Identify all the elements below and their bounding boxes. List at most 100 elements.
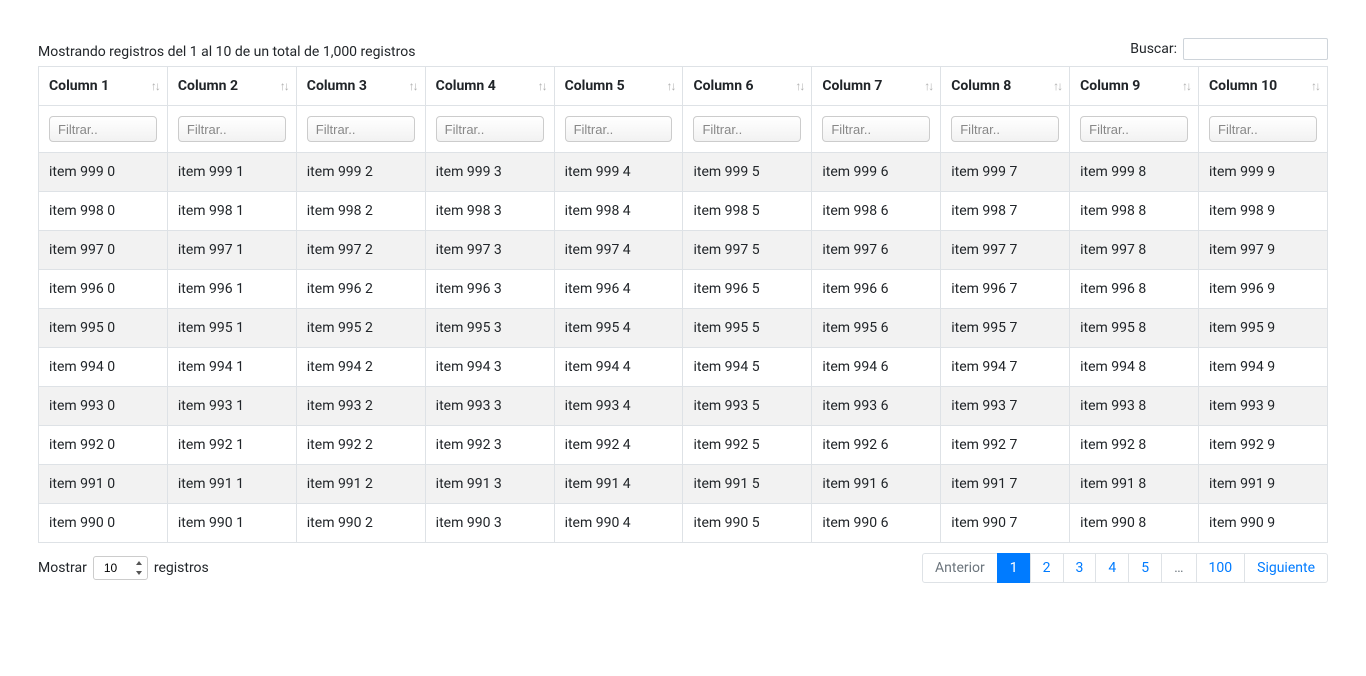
column-header[interactable]: Column 5 ↑↓ xyxy=(554,67,683,106)
table-row: item 995 0item 995 1item 995 2item 995 3… xyxy=(39,309,1328,348)
pagination-page-button[interactable]: 3 xyxy=(1063,553,1097,583)
table-cell: item 994 4 xyxy=(554,348,683,387)
pagination-page-button[interactable]: 5 xyxy=(1128,553,1162,583)
column-filter-input[interactable] xyxy=(822,116,930,142)
sort-icon: ↑↓ xyxy=(538,79,546,93)
sort-icon: ↑↓ xyxy=(280,79,288,93)
table-cell: item 990 2 xyxy=(296,504,425,543)
table-cell: item 995 4 xyxy=(554,309,683,348)
table-cell: item 997 4 xyxy=(554,231,683,270)
filter-cell xyxy=(554,106,683,153)
column-header[interactable]: Column 4↑↓ xyxy=(425,67,554,106)
column-filter-input[interactable] xyxy=(178,116,286,142)
filter-cell xyxy=(39,106,168,153)
table-cell: item 999 2 xyxy=(296,153,425,192)
column-filter-input[interactable] xyxy=(693,116,801,142)
table-cell: item 991 0 xyxy=(39,465,168,504)
table-cell: item 996 7 xyxy=(941,270,1070,309)
table-cell: item 991 8 xyxy=(1070,465,1199,504)
table-cell: item 993 8 xyxy=(1070,387,1199,426)
table-cell: item 995 5 xyxy=(683,309,812,348)
table-cell: item 997 2 xyxy=(296,231,425,270)
column-header-label: Column 8 xyxy=(951,78,1011,94)
sort-icon: ↑↓ xyxy=(795,79,803,93)
table-cell: item 996 2 xyxy=(296,270,425,309)
table-cell: item 993 4 xyxy=(554,387,683,426)
pagination-page-button[interactable]: 1 xyxy=(997,553,1031,583)
table-cell: item 991 1 xyxy=(167,465,296,504)
table-cell: item 994 6 xyxy=(812,348,941,387)
table-cell: item 997 9 xyxy=(1199,231,1328,270)
column-header[interactable]: Column 3 ↑↓ xyxy=(296,67,425,106)
column-header-label: Column 3 xyxy=(307,78,367,94)
column-header-label: Column 6 xyxy=(693,78,753,94)
table-cell: item 994 3 xyxy=(425,348,554,387)
table-cell: item 990 6 xyxy=(812,504,941,543)
table-cell: item 992 8 xyxy=(1070,426,1199,465)
table-cell: item 999 3 xyxy=(425,153,554,192)
column-filter-input[interactable] xyxy=(565,116,673,142)
table-cell: item 997 8 xyxy=(1070,231,1199,270)
table-cell: item 998 4 xyxy=(554,192,683,231)
length-prefix: Mostrar xyxy=(38,560,87,576)
page-length-wrapper: Mostrar 102550100 registros xyxy=(38,556,209,580)
table-cell: item 991 7 xyxy=(941,465,1070,504)
table-cell: item 995 1 xyxy=(167,309,296,348)
column-header[interactable]: Column 9↑↓ xyxy=(1070,67,1199,106)
column-header[interactable]: Column 8 ↑↓ xyxy=(941,67,1070,106)
sort-icon: ↑↓ xyxy=(924,79,932,93)
table-cell: item 995 9 xyxy=(1199,309,1328,348)
table-row: item 990 0item 990 1item 990 2item 990 3… xyxy=(39,504,1328,543)
table-cell: item 998 2 xyxy=(296,192,425,231)
table-cell: item 990 7 xyxy=(941,504,1070,543)
table-cell: item 996 9 xyxy=(1199,270,1328,309)
column-filter-input[interactable] xyxy=(49,116,157,142)
table-cell: item 992 7 xyxy=(941,426,1070,465)
column-header-label: Column 9 xyxy=(1080,78,1140,94)
column-filter-input[interactable] xyxy=(307,116,415,142)
filter-cell xyxy=(296,106,425,153)
table-cell: item 990 0 xyxy=(39,504,168,543)
table-cell: item 990 4 xyxy=(554,504,683,543)
table-cell: item 998 1 xyxy=(167,192,296,231)
sort-icon: ↑↓ xyxy=(1053,79,1061,93)
table-cell: item 996 3 xyxy=(425,270,554,309)
sort-icon: ↑↓ xyxy=(666,79,674,93)
column-header[interactable]: Column 2↑↓ xyxy=(167,67,296,106)
table-cell: item 995 7 xyxy=(941,309,1070,348)
pagination-prev-button[interactable]: Anterior xyxy=(922,553,998,583)
pagination-page-button[interactable]: 100 xyxy=(1196,553,1246,583)
table-cell: item 994 8 xyxy=(1070,348,1199,387)
table-cell: item 993 0 xyxy=(39,387,168,426)
table-cell: item 990 1 xyxy=(167,504,296,543)
sort-icon: ↑↓ xyxy=(409,79,417,93)
column-header-label: Column 5 xyxy=(565,78,625,94)
column-header[interactable]: Column 7↑↓ xyxy=(812,67,941,106)
table-cell: item 998 6 xyxy=(812,192,941,231)
filter-cell xyxy=(425,106,554,153)
pagination-page-button[interactable]: 2 xyxy=(1030,553,1064,583)
table-cell: item 997 0 xyxy=(39,231,168,270)
table-cell: item 998 8 xyxy=(1070,192,1199,231)
table-cell: item 995 2 xyxy=(296,309,425,348)
pagination-page-button[interactable]: 4 xyxy=(1095,553,1129,583)
column-header[interactable]: Column 6 ↑↓ xyxy=(683,67,812,106)
column-filter-input[interactable] xyxy=(436,116,544,142)
table-cell: item 993 3 xyxy=(425,387,554,426)
column-filter-input[interactable] xyxy=(1080,116,1188,142)
table-row: item 999 0item 999 1item 999 2item 999 3… xyxy=(39,153,1328,192)
filter-cell xyxy=(941,106,1070,153)
pagination-next-button[interactable]: Siguiente xyxy=(1244,553,1328,583)
table-row: item 991 0item 991 1item 991 2item 991 3… xyxy=(39,465,1328,504)
table-cell: item 996 0 xyxy=(39,270,168,309)
table-row: item 992 0item 992 1item 992 2item 992 3… xyxy=(39,426,1328,465)
column-filter-input[interactable] xyxy=(951,116,1059,142)
column-header[interactable]: Column 1↑↓ xyxy=(39,67,168,106)
page-length-select[interactable]: 102550100 xyxy=(93,556,148,580)
table-cell: item 993 9 xyxy=(1199,387,1328,426)
table-cell: item 996 4 xyxy=(554,270,683,309)
search-input[interactable] xyxy=(1183,38,1328,60)
column-filter-input[interactable] xyxy=(1209,116,1317,142)
table-cell: item 994 7 xyxy=(941,348,1070,387)
column-header[interactable]: Column 10↑↓ xyxy=(1199,67,1328,106)
